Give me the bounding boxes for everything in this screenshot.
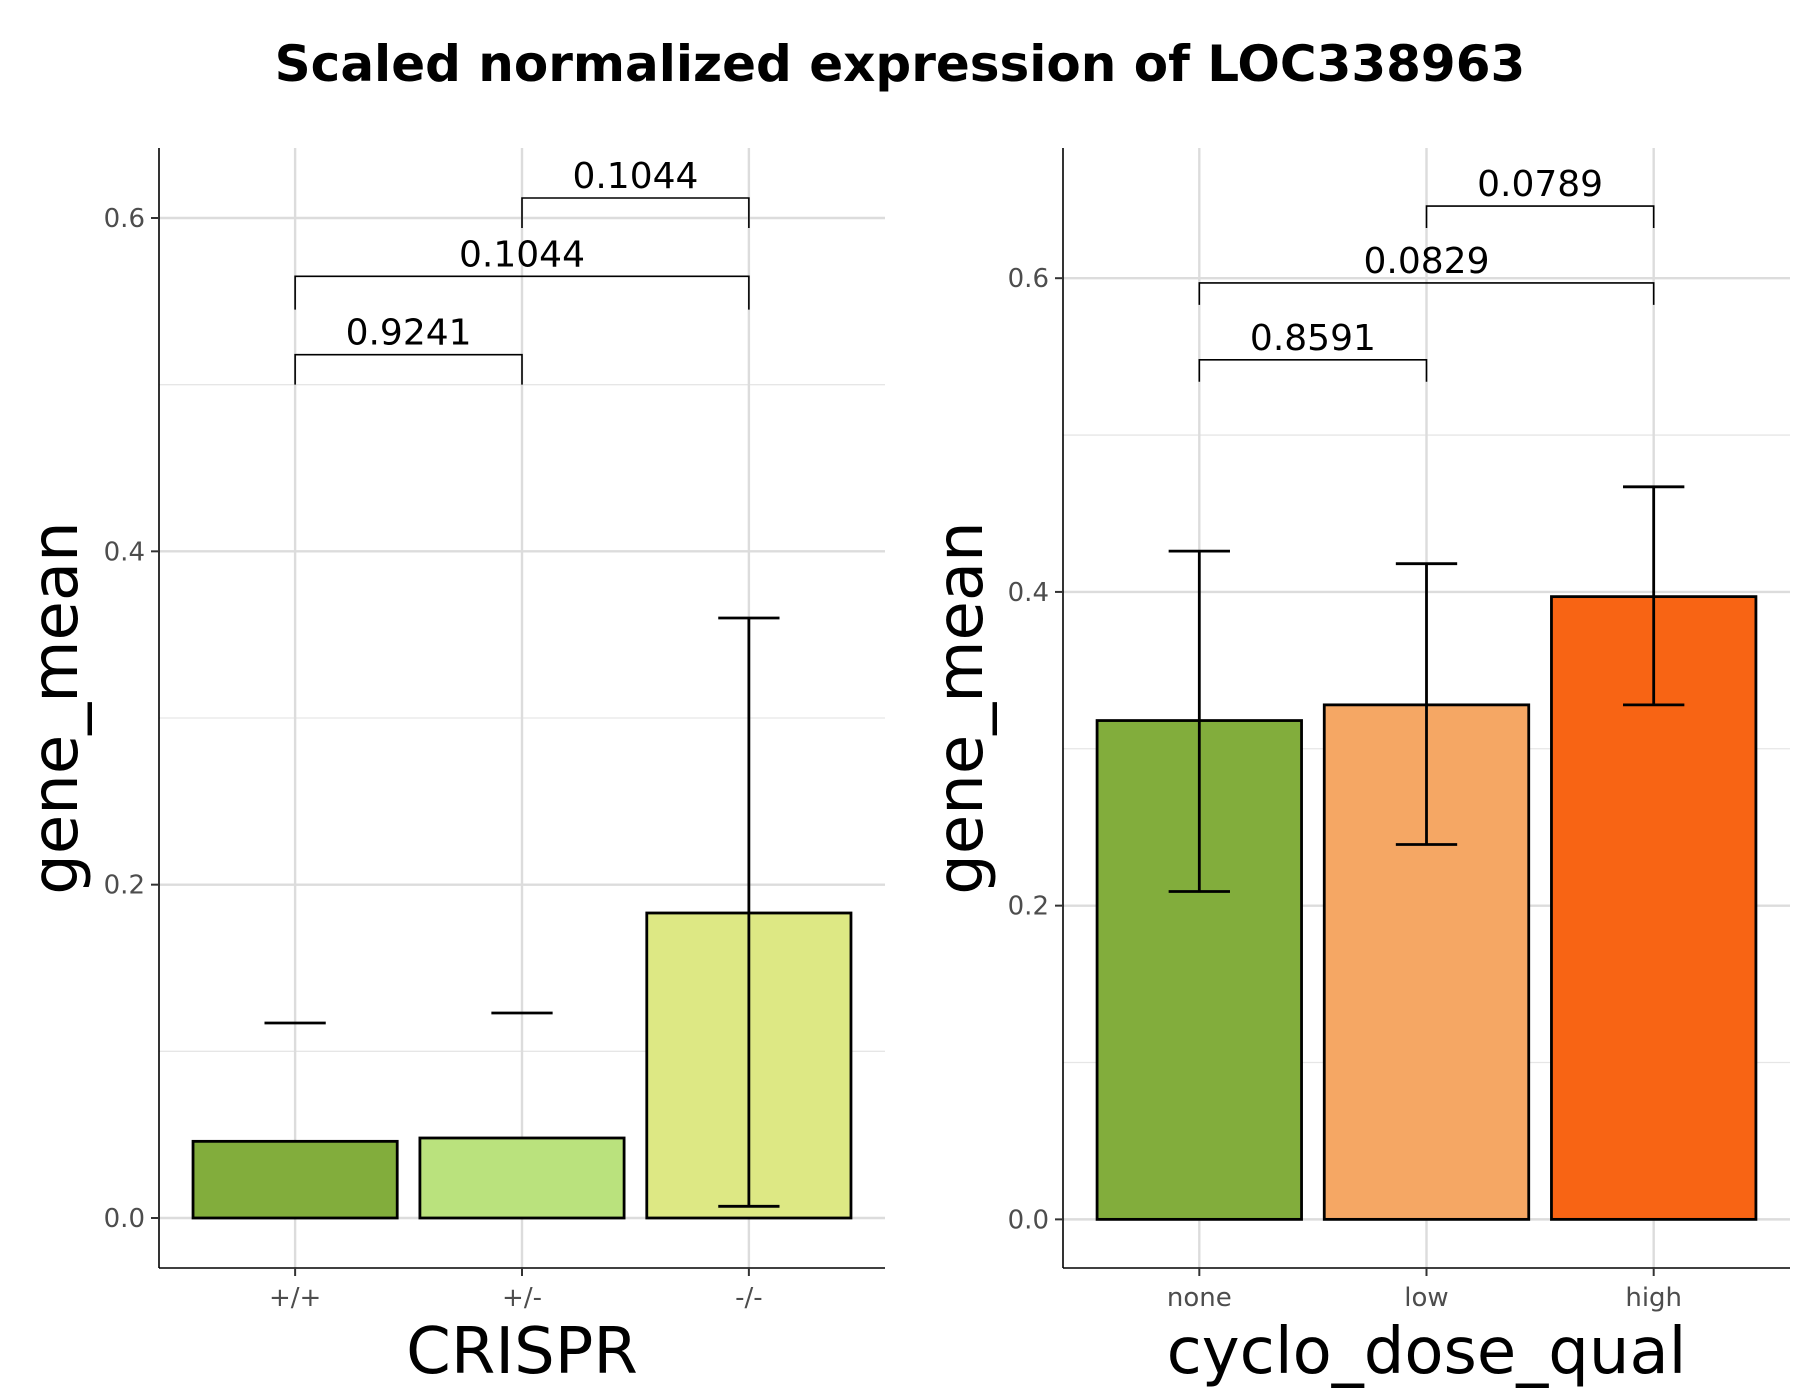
comparison-bracket [1425, 205, 1655, 228]
x-axis-label: CRISPR [406, 1315, 638, 1389]
y-tick-label: 0.0 [1008, 1205, 1049, 1235]
p-value-label: 0.0829 [1364, 241, 1490, 282]
p-value-label: 0.0789 [1477, 164, 1603, 205]
bars [1095, 595, 1758, 1221]
p-value-label: 0.9241 [346, 313, 472, 354]
y-axis-label: gene_mean [19, 521, 93, 894]
y-tick-label: 0.2 [104, 871, 145, 901]
x-tick-label: high [1625, 1283, 1682, 1313]
figure-title: Scaled normalized expression of LOC33896… [275, 35, 1526, 93]
y-axis-label: gene_mean [924, 521, 998, 894]
bar-+/- [418, 1136, 626, 1220]
p-value-label: 0.1044 [459, 234, 585, 275]
comparison-bracket [521, 197, 750, 228]
y-tick-label: 0.4 [104, 537, 145, 567]
x-tick-label: +/+ [269, 1283, 321, 1313]
p-value-label: 0.8591 [1250, 318, 1376, 359]
x-tick-label: -/- [735, 1283, 763, 1313]
x-tick-label: none [1167, 1283, 1232, 1313]
significance-brackets: 0.9241 0.1044 0.1044 [294, 156, 750, 385]
comparison-bracket [1198, 282, 1655, 305]
error-bars [1168, 485, 1685, 893]
left-panel: 0.0 0.2 0.4 0.6 +/+ +/- -/- CRISPR gene_mean 0.92… [19, 148, 885, 1389]
x-tick-label: low [1404, 1283, 1448, 1313]
x-tick-label: +/- [502, 1283, 542, 1313]
y-tick-label: 0.4 [1008, 578, 1049, 608]
y-tick-label: 0.0 [104, 1204, 145, 1234]
bar-+/+ [191, 1139, 399, 1220]
y-tick-label: 0.6 [1008, 264, 1049, 294]
error-bars [264, 616, 780, 1208]
comparison-bracket [294, 275, 750, 310]
x-axis-label: cyclo_dose_qual [1167, 1315, 1687, 1389]
comparison-bracket [1198, 358, 1428, 382]
p-value-label: 0.1044 [572, 156, 698, 197]
y-tick-label: 0.6 [104, 204, 145, 234]
significance-brackets: 0.8591 0.0829 0.0789 [1198, 164, 1655, 382]
comparison-bracket [294, 353, 523, 385]
y-tick-label: 0.2 [1008, 892, 1049, 922]
